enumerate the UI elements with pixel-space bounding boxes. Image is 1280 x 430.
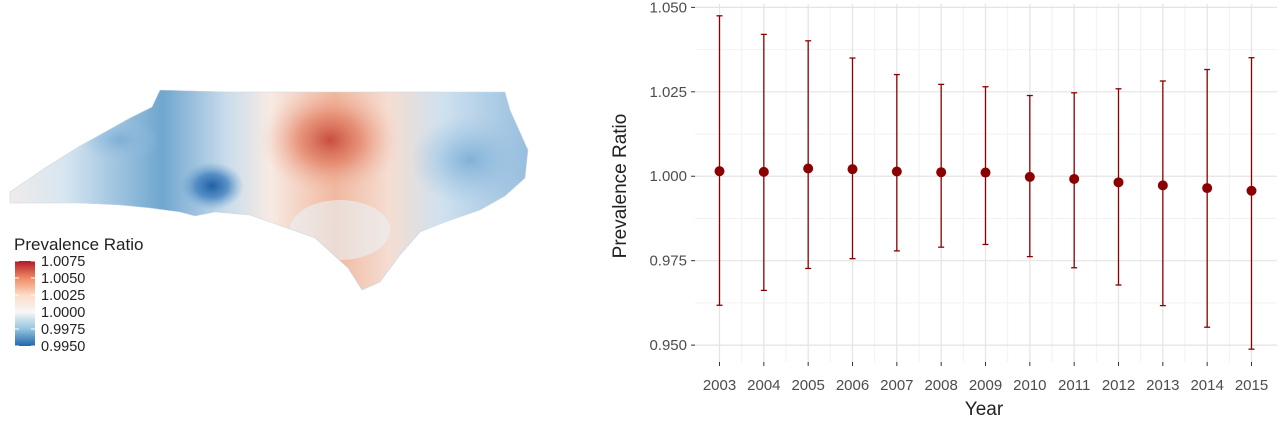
legend-label: 0.9975 (41, 322, 85, 338)
y-tick-label: 1.050 (649, 0, 687, 16)
y-tick-label: 1.000 (649, 168, 687, 185)
map-legend-colorbar (15, 260, 35, 347)
y-tick-label: 0.950 (649, 337, 687, 354)
x-tick-label: 2009 (969, 377, 1002, 394)
y-tick-label: 0.975 (649, 253, 687, 270)
legend-colorbar-rect (15, 261, 35, 346)
x-tick-label: 2015 (1235, 377, 1268, 394)
errorbar-group (1202, 68, 1213, 328)
x-tick-label: 2011 (1058, 377, 1090, 394)
x-tick-label: 2013 (1146, 377, 1179, 394)
legend-label: 1.0075 (41, 254, 85, 270)
y-axis-title: Prevalence Ratio (610, 114, 631, 259)
errorbar-group (1113, 88, 1124, 286)
legend-label: 0.9950 (41, 339, 85, 355)
errorbar-chart-panel: 0.950 0.975 1.000 1.025 1.050 2003 2004 2005 20… (600, 0, 1280, 425)
errorbar-group (1069, 92, 1080, 269)
data-point (1157, 180, 1168, 191)
legend-label: 1.0050 (41, 271, 85, 287)
data-point (758, 166, 769, 177)
data-point (980, 167, 991, 178)
data-point (1202, 183, 1213, 194)
choropleth-map: Prevalence Ratio 1.00751.00501.00251.000… (9, 89, 529, 355)
x-tick-label: 2004 (747, 377, 780, 394)
x-tick-label: 2005 (791, 377, 824, 394)
errorbar-group (891, 73, 902, 252)
x-tick-label: 2014 (1190, 377, 1223, 394)
errorbar-group (714, 15, 725, 306)
errorbar-group (758, 33, 769, 292)
map-legend: Prevalence Ratio 1.00751.00501.00251.000… (14, 235, 143, 355)
map-legend-title: Prevalence Ratio (14, 235, 143, 254)
data-point (1069, 173, 1080, 184)
data-point (891, 166, 902, 177)
data-point (1024, 171, 1035, 182)
x-tick-label: 2008 (924, 377, 957, 394)
x-axis: 2003 2004 2005 2006 2007 2008 2009 2010 2011 2012… (703, 362, 1268, 394)
x-axis-title: Year (965, 399, 1004, 420)
errorbar-group (936, 83, 947, 248)
chart-series (714, 15, 1257, 350)
choropleth-map-panel: Prevalence Ratio 1.0075 1.0050 1.0025 1.000… (0, 0, 560, 425)
errorbar-group (847, 57, 858, 260)
errorbar-group (980, 86, 991, 246)
legend-label: 1.0025 (41, 288, 85, 304)
data-point (714, 166, 725, 177)
errorbar-group (803, 40, 814, 270)
x-tick-label: 2007 (880, 377, 913, 394)
y-axis: 0.950 0.975 1.000 1.025 1.050 (649, 0, 695, 354)
errorbar-group (1024, 94, 1035, 258)
data-point (847, 164, 858, 175)
errorbar-group (1246, 57, 1257, 350)
x-tick-label: 2012 (1102, 377, 1135, 394)
data-point (803, 163, 814, 174)
data-point (936, 167, 947, 178)
y-tick-label: 1.025 (649, 84, 687, 101)
x-tick-label: 2010 (1013, 377, 1046, 394)
x-tick-label: 2006 (836, 377, 869, 394)
errorbar-group (1157, 80, 1168, 307)
x-tick-label: 2003 (703, 377, 736, 394)
data-point (1246, 185, 1257, 196)
legend-label: 1.0000 (41, 305, 85, 321)
data-point (1113, 177, 1124, 188)
